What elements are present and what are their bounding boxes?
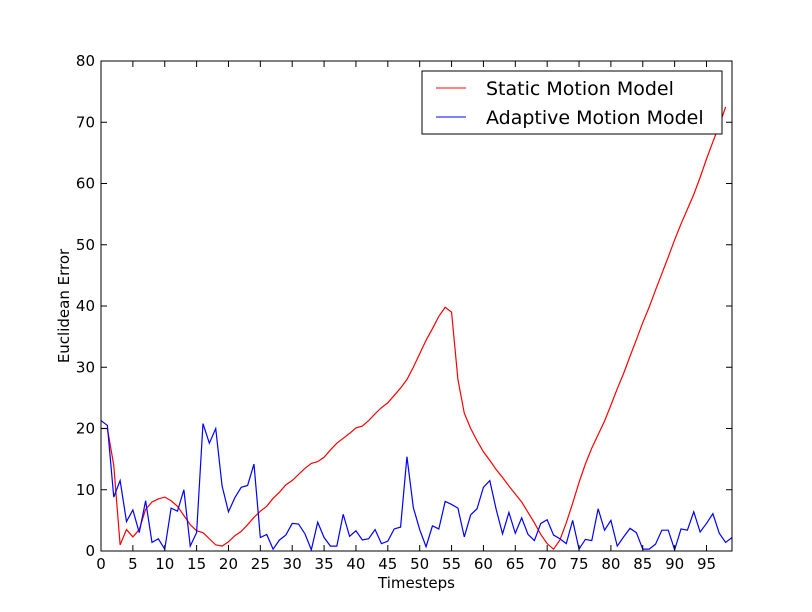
- x-tick-label: 90: [665, 555, 684, 573]
- legend-box: [421, 70, 723, 135]
- legend-label-static-motion-model: Static Motion Model: [486, 78, 674, 100]
- series-line-static-motion-model: [101, 106, 727, 551]
- axis-ticks: 0 5 10 15 20 25 30 35 40 45 50 55 60 65 70 75 80 85 90 95 0 1…: [76, 52, 732, 573]
- x-tick-label: 30: [283, 555, 302, 573]
- x-tick-label: 60: [474, 555, 493, 573]
- x-tick-label: 25: [251, 555, 270, 573]
- x-tick-label: 80: [601, 555, 620, 573]
- x-tick-label: 85: [633, 555, 652, 573]
- x-tick-label: 5: [128, 555, 138, 573]
- y-tick-label: 30: [76, 358, 95, 376]
- plot-lines: [100, 106, 733, 552]
- x-tick-label: 45: [378, 555, 397, 573]
- x-tick-label: 0: [96, 555, 106, 573]
- y-tick-label: 40: [76, 297, 95, 315]
- y-tick-label: 0: [85, 542, 95, 560]
- y-tick-label: 60: [76, 175, 95, 193]
- y-tick-label: 10: [76, 481, 95, 499]
- x-tick-label: 55: [442, 555, 461, 573]
- y-tick-label: 70: [76, 113, 95, 131]
- x-tick-label: 10: [155, 555, 174, 573]
- x-tick-label: 40: [346, 555, 365, 573]
- series-line-adaptive-motion-model: [100, 420, 733, 552]
- x-axis-title: Timesteps: [377, 574, 455, 592]
- x-tick-label: 65: [506, 555, 525, 573]
- x-tick-label: 95: [697, 555, 716, 573]
- x-tick-label: 50: [410, 555, 429, 573]
- x-tick-label: 15: [187, 555, 206, 573]
- legend-label-adaptive-motion-model: Adaptive Motion Model: [486, 107, 704, 129]
- x-tick-label: 20: [219, 555, 238, 573]
- x-tick-label: 75: [569, 555, 588, 573]
- x-tick-label: 35: [315, 555, 334, 573]
- y-axis-title: Euclidean Error: [55, 248, 73, 363]
- y-tick-label: 50: [76, 236, 95, 254]
- legend: Static Motion Model Adaptive Motion Mode…: [421, 70, 723, 135]
- y-tick-label: 20: [76, 420, 95, 438]
- x-tick-label: 70: [538, 555, 557, 573]
- y-tick-label: 80: [76, 52, 95, 70]
